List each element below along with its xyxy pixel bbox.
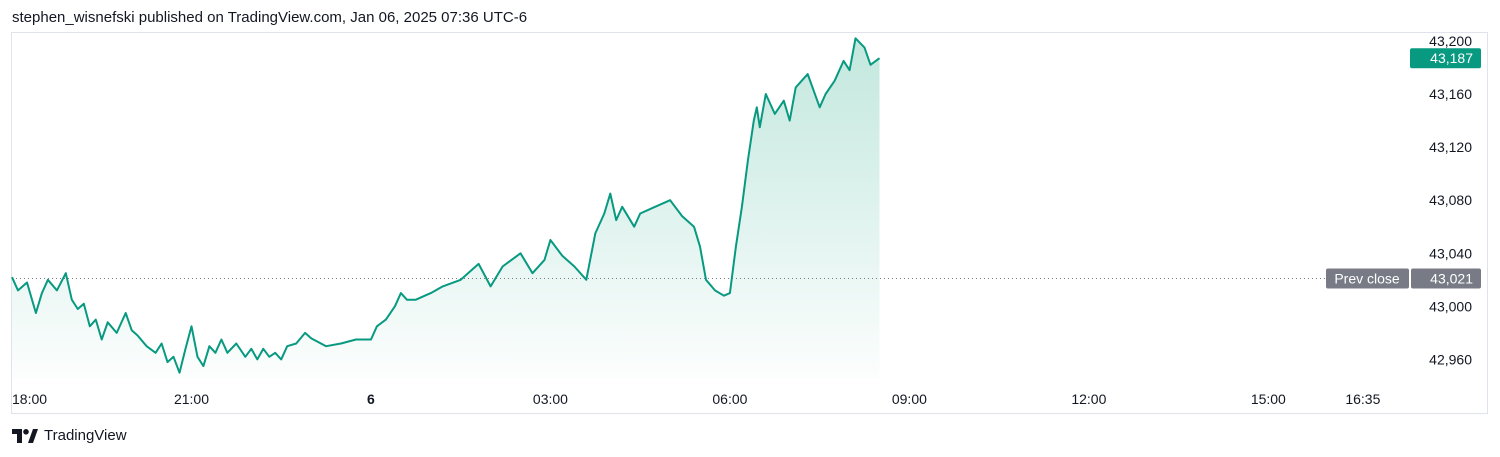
footer-brand[interactable]: TradingView — [12, 427, 127, 444]
y-axis-tick-label: 43,080 — [1429, 192, 1472, 208]
x-axis-tick-label: 06:00 — [712, 391, 747, 407]
y-axis-tick-label: 43,000 — [1429, 298, 1472, 314]
y-axis-tick-label: 43,120 — [1429, 139, 1472, 155]
chart-frame — [11, 32, 1488, 414]
current-price-badge — [1410, 48, 1481, 69]
footer-brand-label: TradingView — [44, 427, 127, 444]
prev-close-name-label: Prev close — [1334, 270, 1400, 286]
x-axis-tick-label: 03:00 — [533, 391, 568, 407]
prev-close-value-badge — [1411, 268, 1481, 289]
y-axis-tick-label: 43,160 — [1429, 86, 1472, 102]
x-axis-tick-label: 18:00 — [12, 391, 47, 407]
y-axis-tick-label: 42,960 — [1429, 351, 1472, 367]
tradingview-logo-icon — [12, 428, 38, 443]
x-axis-tick-label: 15:00 — [1251, 391, 1286, 407]
x-axis-tick-label: 12:00 — [1071, 391, 1106, 407]
y-axis-tick-label: 43,040 — [1429, 245, 1472, 261]
publish-attribution: stephen_wisnefski published on TradingVi… — [12, 9, 528, 26]
price-series-line[interactable] — [11, 37, 881, 374]
prev-close-value-label: 43,021 — [1430, 270, 1473, 286]
current-price-label: 43,187 — [1430, 50, 1473, 66]
prev-close-name-badge — [1326, 268, 1409, 289]
y-axis-tick-label: 43,200 — [1429, 33, 1472, 49]
x-axis-tick-label: 16:35 — [1345, 391, 1380, 407]
x-axis-tick-label: 09:00 — [892, 391, 927, 407]
x-axis-tick-label: 21:00 — [174, 391, 209, 407]
x-axis-tick-label: 6 — [367, 391, 375, 407]
price-area-fill — [12, 38, 880, 379]
